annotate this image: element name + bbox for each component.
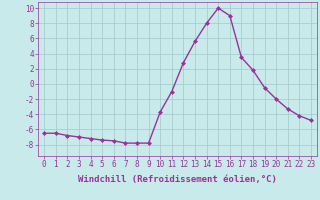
X-axis label: Windchill (Refroidissement éolien,°C): Windchill (Refroidissement éolien,°C) (78, 175, 277, 184)
